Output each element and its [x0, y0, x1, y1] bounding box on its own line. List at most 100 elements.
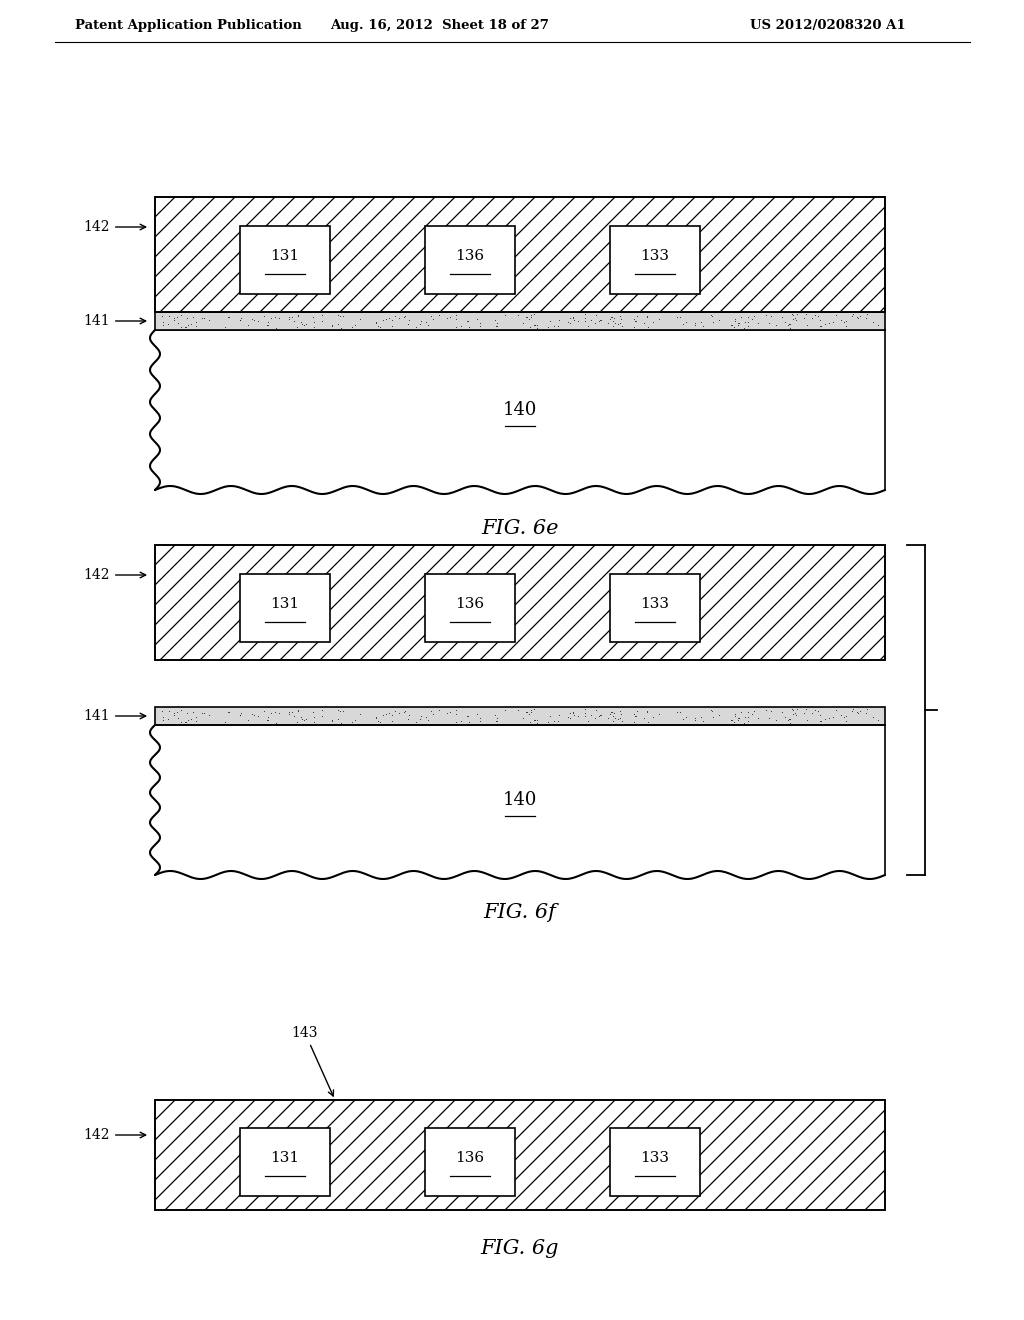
Point	[604, 310, 621, 331]
Point	[194, 308, 210, 329]
Point	[672, 701, 688, 722]
Bar	[610, 226, 700, 294]
Point	[178, 317, 195, 338]
Point	[377, 309, 393, 330]
Point	[413, 310, 429, 331]
Point	[839, 315, 855, 337]
Point	[726, 315, 742, 337]
Point	[783, 698, 800, 719]
Bar	[610, 1129, 700, 1196]
Point	[636, 708, 652, 729]
Point	[296, 314, 312, 335]
Point	[784, 700, 801, 721]
Point	[240, 709, 256, 730]
Point	[352, 308, 369, 329]
Point	[604, 706, 621, 727]
Point	[607, 313, 624, 334]
Point	[400, 310, 417, 331]
Point	[609, 709, 626, 730]
Point	[527, 314, 544, 335]
Point	[154, 305, 170, 326]
Point	[347, 315, 364, 337]
Point	[447, 700, 464, 721]
Point	[560, 312, 577, 333]
Point	[155, 706, 171, 727]
Point	[324, 315, 340, 337]
Point	[431, 700, 447, 721]
Point	[850, 702, 866, 723]
Point	[201, 704, 217, 725]
Point	[782, 317, 799, 338]
Point	[232, 308, 249, 329]
Point	[730, 708, 746, 729]
Point	[293, 708, 309, 729]
Point	[844, 700, 860, 721]
Point	[232, 702, 249, 723]
Point	[161, 305, 177, 326]
Point	[380, 702, 396, 723]
Point	[836, 708, 852, 729]
Point	[187, 315, 204, 337]
Point	[546, 315, 562, 337]
Point	[461, 317, 477, 338]
Point	[425, 309, 441, 330]
Point	[799, 314, 815, 335]
Point	[644, 312, 660, 333]
Point	[396, 700, 413, 721]
Point	[639, 701, 655, 722]
Point	[565, 309, 582, 330]
Point	[540, 711, 556, 733]
Point	[859, 698, 876, 719]
Point	[368, 708, 384, 729]
Point	[703, 700, 720, 721]
Point	[849, 702, 865, 723]
Point	[540, 317, 556, 338]
Point	[304, 306, 321, 327]
Point	[600, 313, 616, 334]
Point	[173, 700, 189, 721]
Point	[187, 706, 204, 727]
Point	[612, 704, 629, 725]
Point	[570, 705, 587, 726]
Point	[611, 306, 628, 327]
Point	[521, 308, 538, 329]
Point	[431, 305, 447, 326]
Point	[605, 710, 622, 731]
Point	[798, 698, 814, 719]
Point	[780, 710, 797, 731]
Point	[603, 701, 620, 722]
Point	[344, 315, 360, 337]
Point	[629, 306, 645, 327]
Text: 142: 142	[84, 220, 145, 234]
Point	[187, 710, 204, 731]
Point	[693, 312, 710, 333]
Point	[387, 306, 403, 327]
Bar	[240, 226, 330, 294]
Point	[441, 306, 458, 327]
Point	[259, 710, 275, 731]
Point	[522, 702, 539, 723]
Point	[179, 709, 196, 730]
Point	[196, 308, 212, 329]
Point	[331, 700, 347, 721]
Point	[743, 309, 760, 330]
Point	[170, 708, 186, 729]
Point	[790, 698, 806, 719]
Point	[562, 308, 579, 329]
Point	[290, 701, 306, 722]
Point	[368, 312, 384, 333]
Point	[687, 314, 703, 335]
Point	[370, 315, 386, 337]
Point	[517, 702, 534, 723]
Bar	[155, 330, 885, 490]
Point	[694, 315, 711, 337]
Point	[472, 711, 488, 733]
Point	[330, 314, 346, 335]
Point	[636, 312, 652, 333]
Point	[438, 702, 455, 723]
Point	[408, 711, 424, 733]
Bar	[155, 312, 885, 330]
Point	[176, 317, 193, 338]
Point	[304, 702, 321, 723]
Point	[788, 705, 805, 726]
